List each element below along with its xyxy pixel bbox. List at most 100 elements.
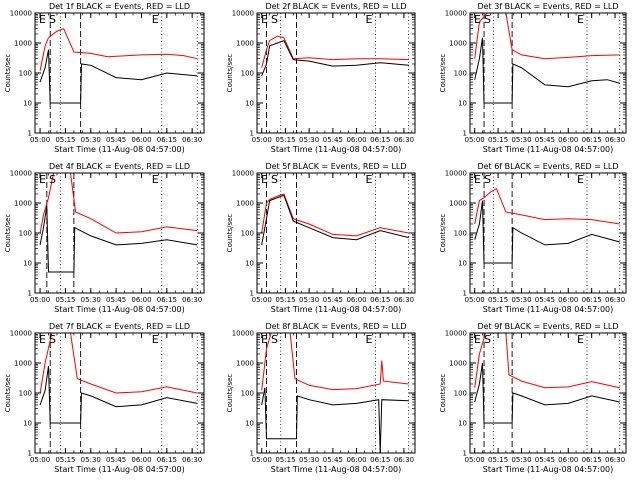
y-tick-label: 1000 [14, 200, 32, 208]
x-tick-label: 06:30 [182, 296, 202, 304]
y-tick-label: 10000 [232, 10, 254, 18]
x-tick-label: 05:15 [275, 296, 295, 304]
event-annotation: S [271, 13, 278, 26]
y-tick-label: 10 [458, 100, 467, 108]
x-tick-label: 05:00 [30, 136, 50, 144]
events-series-line [474, 200, 620, 264]
x-tick-label: 05:00 [465, 136, 485, 144]
x-tick-label: 05:00 [252, 456, 272, 464]
x-tick-label: 06:15 [157, 296, 177, 304]
x-tick-label: 05:45 [535, 296, 555, 304]
event-annotation: E [152, 13, 159, 26]
x-axis-label: Start Time (11-Aug-08 04:57:00) [271, 145, 402, 154]
y-axis-label: Counts/sec [439, 374, 447, 413]
x-tick-label: 06:30 [394, 296, 414, 304]
x-tick-label: 06:15 [582, 136, 602, 144]
panel-title: Det 2f BLACK = Events, RED = LLD [265, 2, 406, 11]
y-tick-label: 10000 [445, 170, 467, 178]
x-tick-label: 05:30 [81, 296, 101, 304]
event-annotation: E [152, 333, 159, 346]
x-tick-label: 05:45 [106, 296, 126, 304]
event-annotation: S [484, 333, 491, 346]
y-tick-label: 10 [23, 100, 32, 108]
x-tick-label: 05:30 [511, 456, 531, 464]
x-tick-label: 06:00 [558, 456, 578, 464]
panel-title: Det 4f BLACK = Events, RED = LLD [49, 162, 190, 171]
x-tick-label: 06:15 [370, 456, 390, 464]
y-tick-label: 10000 [10, 330, 32, 338]
y-tick-label: 100 [19, 70, 32, 78]
y-tick-label: 1 [463, 130, 467, 138]
y-axis-label: Counts/sec [4, 214, 12, 253]
event-annotation: S [49, 333, 56, 346]
y-tick-label: 1 [250, 450, 254, 458]
x-tick-label: 05:30 [511, 136, 531, 144]
x-tick-label: 05:00 [252, 136, 272, 144]
y-tick-label: 100 [19, 390, 32, 398]
event-annotation: E [366, 173, 373, 186]
y-axis-label: Counts/sec [4, 54, 12, 93]
x-tick-label: 05:00 [30, 456, 50, 464]
lld-series-line [261, 193, 409, 237]
x-tick-label: 06:30 [605, 136, 625, 144]
y-tick-label: 1000 [14, 40, 32, 48]
x-tick-label: 05:15 [488, 456, 508, 464]
lld-series-line [39, 28, 198, 71]
y-tick-label: 1000 [236, 40, 254, 48]
y-tick-label: 100 [241, 390, 254, 398]
x-tick-label: 05:30 [299, 136, 319, 144]
x-axis-label: Start Time (11-Aug-08 04:57:00) [483, 145, 614, 154]
y-tick-label: 10 [458, 420, 467, 428]
event-annotation: E [577, 173, 584, 186]
y-tick-label: 10 [458, 260, 467, 268]
x-tick-label: 06:15 [157, 136, 177, 144]
x-tick-label: 05:00 [465, 296, 485, 304]
y-tick-label: 1000 [236, 360, 254, 368]
panel-title: Det 9f BLACK = Events, RED = LLD [477, 322, 618, 331]
events-series-line [39, 49, 198, 104]
x-axis-label: Start Time (11-Aug-08 04:57:00) [271, 465, 402, 474]
y-tick-label: 1000 [14, 360, 32, 368]
y-tick-label: 100 [454, 390, 467, 398]
x-tick-label: 05:45 [323, 136, 343, 144]
x-tick-label: 05:30 [511, 296, 531, 304]
y-tick-label: 10000 [232, 330, 254, 338]
x-tick-label: 05:00 [252, 296, 272, 304]
y-tick-label: 100 [241, 70, 254, 78]
panel-title: Det 3f BLACK = Events, RED = LLD [477, 2, 618, 11]
x-tick-label: 05:15 [488, 136, 508, 144]
event-annotation: S [484, 13, 491, 26]
event-annotation: E [366, 333, 373, 346]
event-annotation: E [577, 13, 584, 26]
x-tick-label: 05:15 [275, 456, 295, 464]
y-tick-label: 1000 [236, 200, 254, 208]
event-annotation: E [39, 333, 46, 346]
y-tick-label: 1000 [449, 200, 467, 208]
y-axis-label: Counts/sec [439, 214, 447, 253]
events-series-line [474, 37, 620, 104]
event-annotation: S [271, 333, 278, 346]
x-tick-label: 06:15 [370, 296, 390, 304]
y-tick-label: 100 [241, 230, 254, 238]
y-tick-label: 10000 [10, 170, 32, 178]
y-tick-label: 1 [463, 290, 467, 298]
y-tick-label: 10000 [232, 170, 254, 178]
y-tick-label: 10 [245, 420, 254, 428]
y-tick-label: 10 [23, 260, 32, 268]
x-tick-label: 06:15 [157, 456, 177, 464]
y-tick-label: 100 [454, 70, 467, 78]
y-tick-label: 10 [23, 420, 32, 428]
event-annotation: E [261, 173, 268, 186]
y-tick-label: 10 [245, 100, 254, 108]
panel-title: Det 6f BLACK = Events, RED = LLD [477, 162, 618, 171]
lld-series-line [474, 187, 620, 225]
y-tick-label: 10 [245, 260, 254, 268]
